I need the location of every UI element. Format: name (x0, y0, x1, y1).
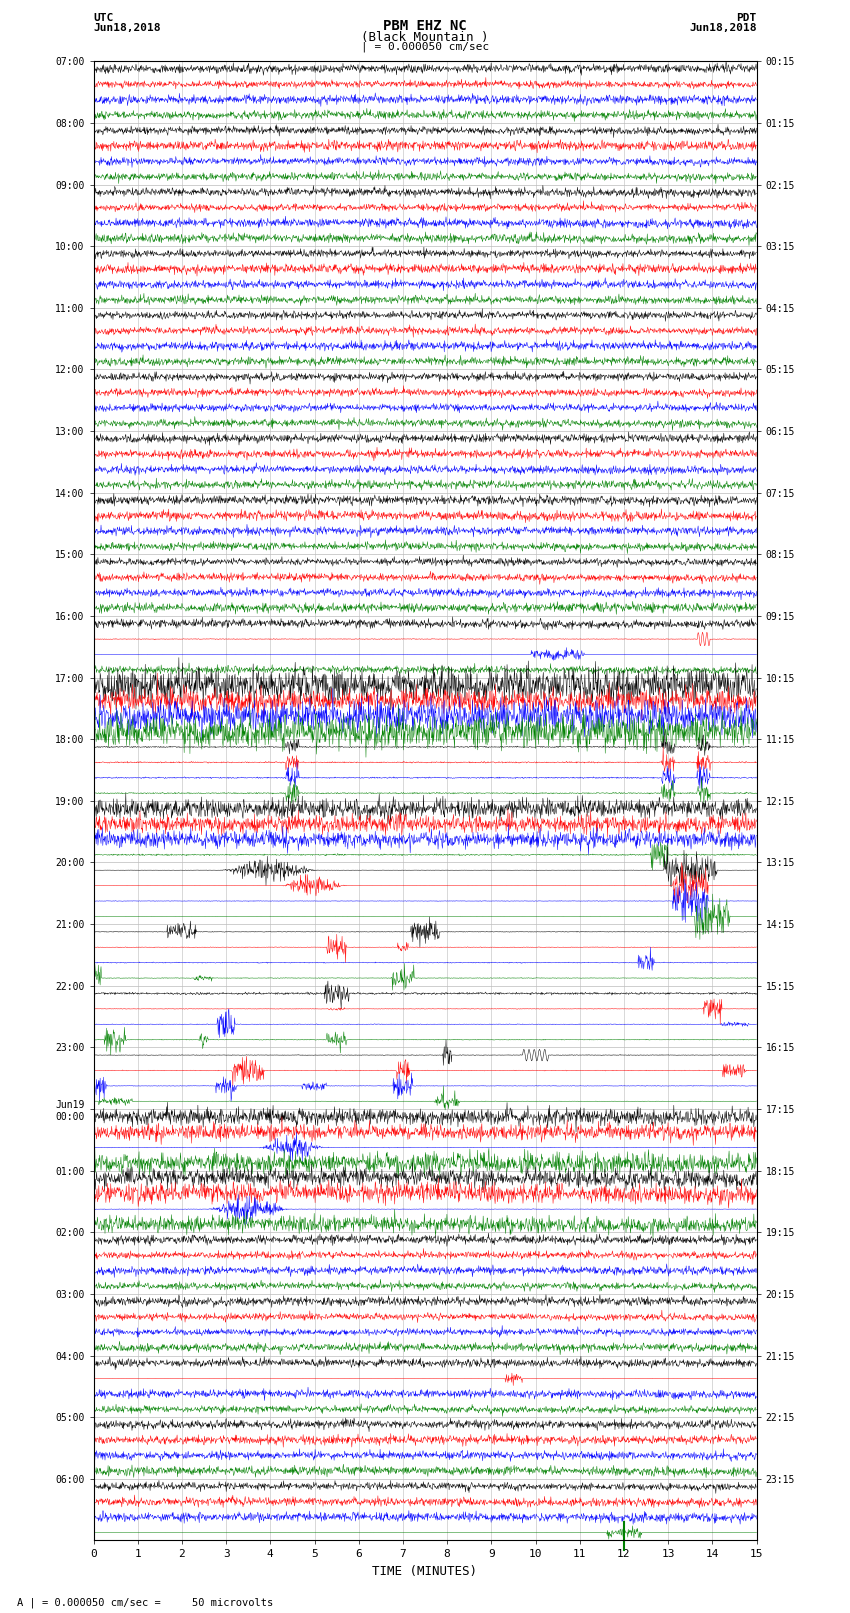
Text: UTC: UTC (94, 13, 114, 23)
X-axis label: TIME (MINUTES): TIME (MINUTES) (372, 1565, 478, 1578)
Text: PDT: PDT (736, 13, 756, 23)
Text: Jun18,2018: Jun18,2018 (94, 23, 161, 32)
Text: A | = 0.000050 cm/sec =     50 microvolts: A | = 0.000050 cm/sec = 50 microvolts (17, 1597, 273, 1608)
Text: PBM EHZ NC: PBM EHZ NC (383, 19, 467, 34)
Text: | = 0.000050 cm/sec: | = 0.000050 cm/sec (361, 42, 489, 53)
Text: Jun18,2018: Jun18,2018 (689, 23, 756, 32)
Text: (Black Mountain ): (Black Mountain ) (361, 31, 489, 44)
